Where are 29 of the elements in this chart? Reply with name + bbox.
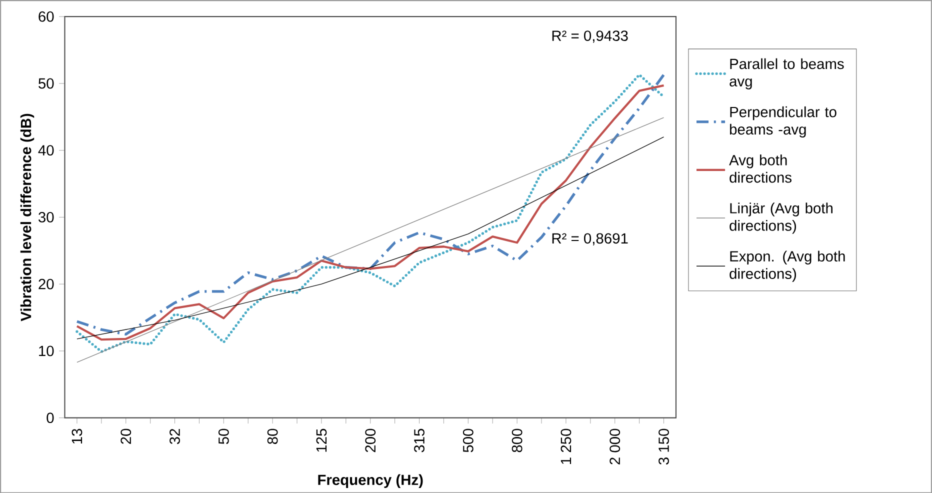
x-tick-label: 200 [365,428,376,452]
legend-label: Parallel to beams avg [730,58,844,90]
legend-label: Avg both directions [729,154,792,183]
annotation: R² = 0,9433 [552,30,628,43]
x-tick-label: 80 [267,428,278,444]
x-tick-label: 32 [170,428,180,444]
annotation: R² = 0,8691 [552,233,628,246]
legend-label: Linjär (Avg both directions) [730,202,832,234]
y-tick-label: 30 [38,212,54,222]
x-tick-label: 3 150 [658,428,669,464]
x-tick-label: 800 [512,428,522,452]
x-tick-label: 2 000 [610,428,620,464]
legend-label: Expon. (Avg both directions) [730,250,845,282]
legend-label: Perpendicular to beams -avg [730,106,836,138]
x-tick-label: 50 [218,428,229,444]
x-tick-label: 1 250 [560,428,572,464]
y-tick-label: 0 [46,412,54,423]
x-tick-label: 125 [316,428,327,452]
x-tick-label: 13 [72,428,82,444]
x-tick-label: 315 [414,428,424,452]
x-tick-label: 20 [120,428,132,444]
y-tick-label: 60 [38,11,54,22]
y-tick-label: 40 [38,145,54,156]
y-tick-label: 20 [38,278,54,290]
y-tick-label: 50 [38,78,54,89]
x-tick-label: 500 [462,428,474,452]
x-axis-title: Frequency (Hz) [318,474,423,488]
y-tick-label: 10 [39,346,54,356]
y-axis-title: Vibration level difference (dB) [20,114,34,322]
